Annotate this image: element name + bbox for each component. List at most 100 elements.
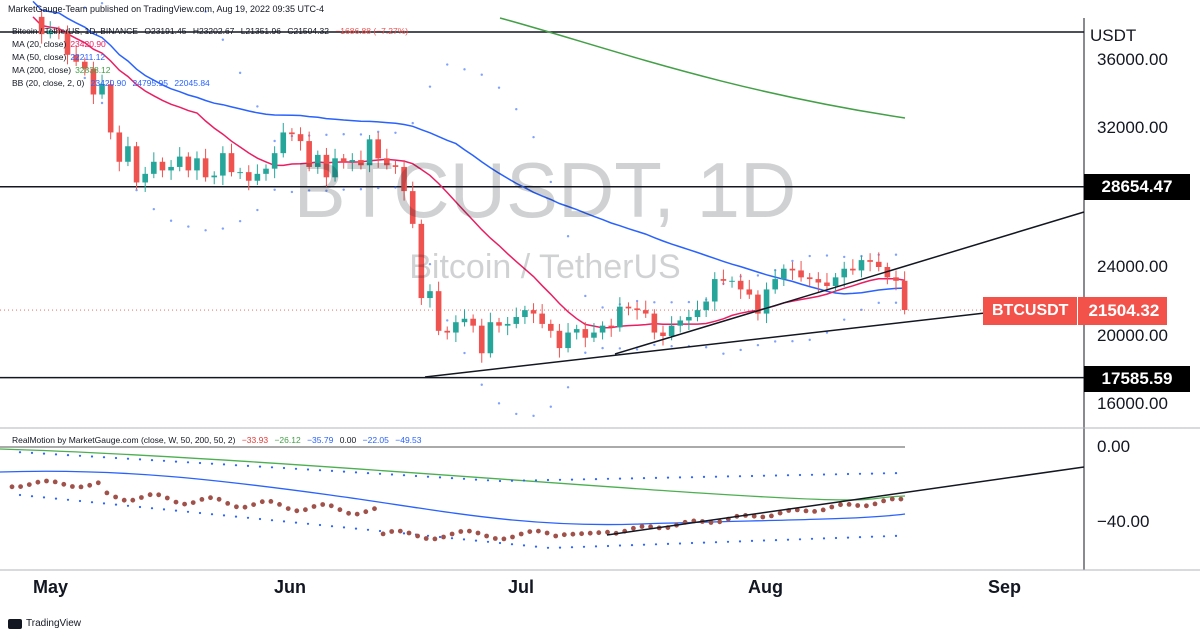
osc-dot bbox=[311, 504, 317, 509]
osc-dot bbox=[467, 528, 472, 534]
osc-upper-dot bbox=[342, 470, 346, 473]
osc-lower-dot bbox=[774, 539, 778, 542]
osc-lower-dot bbox=[534, 545, 538, 548]
footer-brand[interactable]: TradingView bbox=[8, 618, 81, 629]
osc-lower-dot bbox=[690, 541, 694, 545]
osc-lower-dot bbox=[834, 536, 838, 540]
candle-body bbox=[116, 132, 123, 162]
legend-bb[interactable]: BB (20, close, 2, 0) 23420.90 24795.95 2… bbox=[12, 78, 210, 88]
osc-upper-dot bbox=[606, 477, 610, 480]
bb-upper-dot bbox=[843, 255, 846, 259]
candle-body bbox=[461, 318, 468, 323]
osc-lower-dot bbox=[726, 540, 730, 543]
month-label: Aug bbox=[748, 577, 783, 597]
osc-dot bbox=[760, 514, 766, 520]
legend-ma200[interactable]: MA (200, close) 32838.12 bbox=[12, 65, 111, 75]
bb-upper-dot bbox=[601, 306, 604, 309]
bb-lower-dot bbox=[860, 308, 863, 312]
osc-dot bbox=[18, 484, 23, 489]
bb-lower-dot bbox=[290, 190, 294, 194]
osc-dot bbox=[285, 506, 291, 511]
candle-body bbox=[366, 139, 373, 166]
osc-lower-dot bbox=[606, 544, 610, 548]
bb-lower-dot bbox=[618, 347, 622, 350]
candle-body bbox=[841, 268, 848, 278]
osc-upper-dot bbox=[702, 475, 706, 478]
osc-dot bbox=[277, 502, 282, 507]
candle-body bbox=[565, 332, 571, 349]
legend-ma20[interactable]: MA (20, close) 23420.90 bbox=[12, 39, 106, 49]
bb-upper-dot bbox=[221, 38, 225, 41]
osc-dot bbox=[432, 536, 438, 542]
bb-lower-dot bbox=[480, 383, 483, 386]
candle-body bbox=[651, 313, 658, 333]
bb-lower-dot bbox=[135, 188, 138, 192]
candle-body bbox=[806, 277, 813, 280]
osc-lower-dot bbox=[822, 537, 826, 540]
bb-upper-dot bbox=[687, 300, 691, 304]
candle-body bbox=[73, 54, 79, 62]
candle-body bbox=[47, 30, 54, 35]
osc-upper-dot bbox=[858, 472, 862, 475]
bb-lower-dot bbox=[773, 340, 777, 343]
candle-body bbox=[194, 158, 200, 171]
candle-body bbox=[159, 161, 166, 171]
chart-frame bbox=[0, 18, 1200, 571]
osc-upper-dot bbox=[378, 472, 382, 475]
osc-upper-dot bbox=[318, 469, 322, 472]
osc-upper-dot bbox=[114, 456, 118, 460]
bb-lower-dot bbox=[169, 219, 173, 222]
osc-dot bbox=[812, 509, 817, 514]
osc-upper-dot bbox=[162, 459, 166, 462]
last-price-tag: BTCUSDT 21504.32 bbox=[983, 297, 1168, 325]
watermark: BTCUSDT, 1D Bitcoin / TetherUS bbox=[294, 146, 797, 286]
bb-lower-dot bbox=[325, 189, 328, 192]
osc-lower-dot bbox=[618, 544, 622, 547]
candle-body bbox=[263, 168, 269, 174]
osc-lower-dot bbox=[90, 501, 94, 504]
bb-lower-dot bbox=[704, 346, 708, 349]
candle-body bbox=[435, 291, 442, 331]
osc-lower-dot bbox=[594, 545, 598, 548]
bb-lower-dot bbox=[307, 189, 311, 192]
bb-upper-dot bbox=[825, 254, 829, 257]
candle-body bbox=[211, 175, 218, 178]
osc-upper-dot bbox=[582, 478, 586, 481]
candle-body bbox=[513, 317, 520, 324]
osc-dot bbox=[52, 479, 58, 485]
osc-upper-dot bbox=[846, 472, 850, 476]
osc-upper-dot bbox=[822, 473, 826, 476]
oscillator-legend[interactable]: RealMotion by MarketGauge.com (close, W,… bbox=[12, 435, 422, 445]
candle-body bbox=[755, 294, 761, 314]
osc-upper-dot bbox=[150, 459, 154, 462]
bb-lower-dot bbox=[100, 101, 104, 105]
bb-lower-dot bbox=[877, 301, 880, 305]
candle-body bbox=[608, 325, 615, 328]
osc-lower-dot bbox=[402, 532, 406, 535]
legend-ma50[interactable]: MA (50, close) 22211.12 bbox=[12, 52, 106, 62]
osc-lower-dot bbox=[246, 516, 250, 519]
candle-body bbox=[720, 279, 727, 281]
candle-body bbox=[625, 306, 632, 309]
osc-dot bbox=[121, 497, 127, 503]
candle-body bbox=[107, 84, 114, 133]
osc-dot bbox=[225, 501, 231, 506]
candlesticks bbox=[38, 9, 908, 363]
bb-lower-dot bbox=[238, 219, 242, 223]
osc-lower-dot bbox=[462, 538, 466, 541]
price-tick: 32000.00 bbox=[1097, 118, 1168, 137]
osc-lower-dot bbox=[522, 544, 526, 547]
month-label: Jul bbox=[508, 577, 535, 597]
bb-upper-dot bbox=[204, 10, 207, 13]
osc-lower-dot bbox=[306, 522, 310, 525]
osc-dot bbox=[104, 490, 110, 496]
candle-body bbox=[875, 261, 882, 267]
osc-dot bbox=[441, 534, 446, 540]
osc-upper-dot bbox=[54, 453, 58, 456]
osc-upper-dot bbox=[402, 474, 406, 477]
osc-dot bbox=[536, 528, 541, 534]
osc-dot bbox=[78, 484, 84, 490]
osc-dot bbox=[259, 499, 265, 505]
candle-body bbox=[38, 16, 45, 35]
bb-lower-dot bbox=[739, 348, 742, 352]
